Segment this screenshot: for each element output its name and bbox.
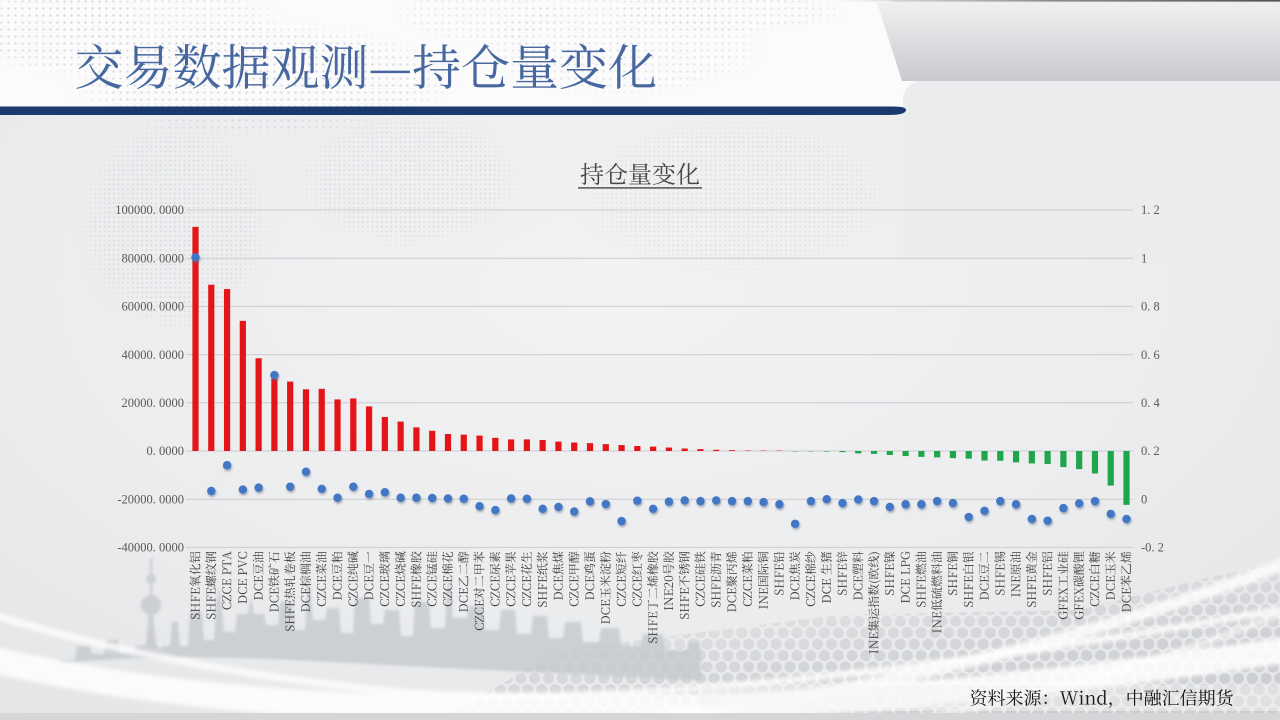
svg-text:80000. 0000: 80000. 0000 [122,251,185,265]
svg-text:100000. 0000: 100000. 0000 [115,203,184,217]
svg-text:-20000. 0000: -20000. 0000 [117,492,184,506]
svg-text:1. 2: 1. 2 [1141,203,1160,217]
svg-text:0. 6: 0. 6 [1141,348,1160,362]
svg-text:20000. 0000: 20000. 0000 [122,396,185,410]
svg-text:-0. 2: -0. 2 [1141,541,1164,555]
svg-text:1: 1 [1141,251,1147,265]
svg-text:60000. 0000: 60000. 0000 [122,300,185,314]
svg-text:40000. 0000: 40000. 0000 [122,348,185,362]
svg-text:0. 0000: 0. 0000 [147,444,185,458]
svg-text:0. 4: 0. 4 [1141,396,1161,410]
svg-text:-40000. 0000: -40000. 0000 [117,541,184,555]
svg-text:0. 8: 0. 8 [1141,300,1160,314]
svg-text:0: 0 [1141,492,1147,506]
svg-text:0. 2: 0. 2 [1141,444,1160,458]
